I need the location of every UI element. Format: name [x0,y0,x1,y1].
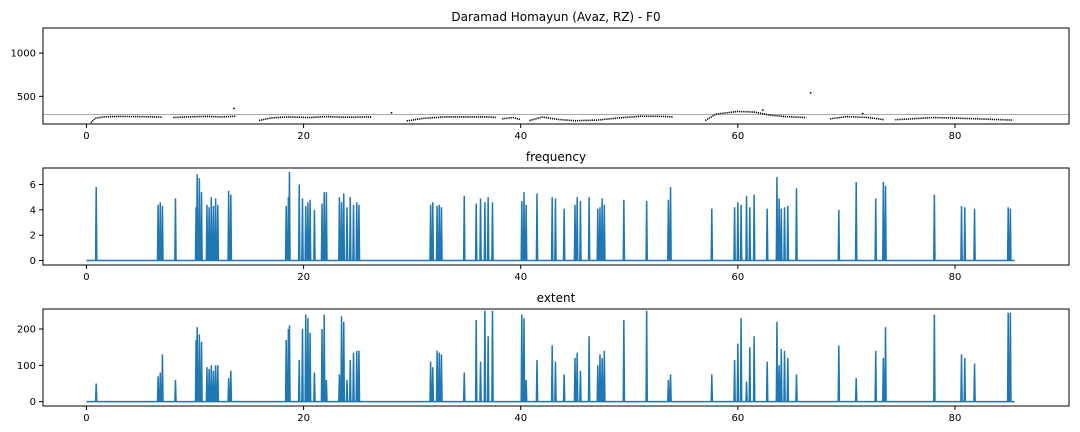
y-tick-label: 2 [30,231,36,242]
f0-segment [704,110,807,122]
f0-segment [895,116,1013,121]
f0-segment [406,116,497,122]
panel-f0-frame [42,27,1070,125]
panel-f0-title: Daramad Homayun (Avaz, RZ) - F0 [451,10,660,24]
extent-series-line [86,310,1015,403]
panel-f0: Daramad Homayun (Avaz, RZ) - F0 0 20 40 60 8… [11,10,1070,142]
x-tick-label: 80 [949,413,962,424]
f0-segment [830,115,885,121]
x-tick-label: 20 [297,272,310,283]
y-tick-label: 0 [30,397,36,408]
f0-segment [258,115,372,122]
panel-f0-ticks: 0 20 40 60 80 500 1000 [11,49,962,142]
y-tick-label: 6 [30,180,36,191]
x-tick-label: 60 [731,413,744,424]
x-tick-label: 60 [731,131,744,142]
f0-segment [173,115,237,119]
x-tick-label: 20 [297,131,310,142]
panel-frequency-frame [42,167,1070,266]
y-tick-label: 100 [17,361,36,372]
x-tick-label: 0 [83,413,89,424]
y-tick-label: 500 [17,92,36,103]
f0-segment [502,116,521,121]
x-tick-label: 80 [949,131,962,142]
x-tick-label: 40 [514,272,527,283]
panel-frequency-title: frequency [526,150,586,164]
f0-contour [90,91,1013,124]
y-tick-label: 0 [30,256,36,267]
x-tick-label: 80 [949,272,962,283]
x-tick-label: 20 [297,413,310,424]
panel-extent-title: extent [537,291,576,305]
y-tick-label: 200 [17,324,36,335]
y-tick-label: 4 [30,205,36,216]
x-tick-label: 60 [731,272,744,283]
panel-extent-frame [42,308,1070,407]
panel-frequency: frequency 0 20 40 60 80 0 2 4 6 [30,150,1070,283]
x-tick-label: 40 [514,131,527,142]
f0-outlier-point [390,111,393,114]
f0-segment [529,115,673,122]
f0-segment [90,115,163,124]
x-tick-label: 0 [83,272,89,283]
panel-extent-ticks: 0 20 40 60 80 0 100 200 [17,324,961,424]
f0-outlier-point [809,91,812,94]
f0-outlier-point [861,112,864,115]
y-tick-label: 1000 [11,49,36,60]
frequency-series-line [86,171,1015,262]
f0-outlier-point [761,109,764,112]
panel-frequency-ticks: 0 20 40 60 80 0 2 4 6 [30,180,962,283]
panel-extent: extent 0 20 40 60 80 0 100 200 [17,291,1070,424]
f0-outlier-point [233,107,235,110]
x-tick-label: 0 [83,131,89,142]
x-tick-label: 40 [514,413,527,424]
